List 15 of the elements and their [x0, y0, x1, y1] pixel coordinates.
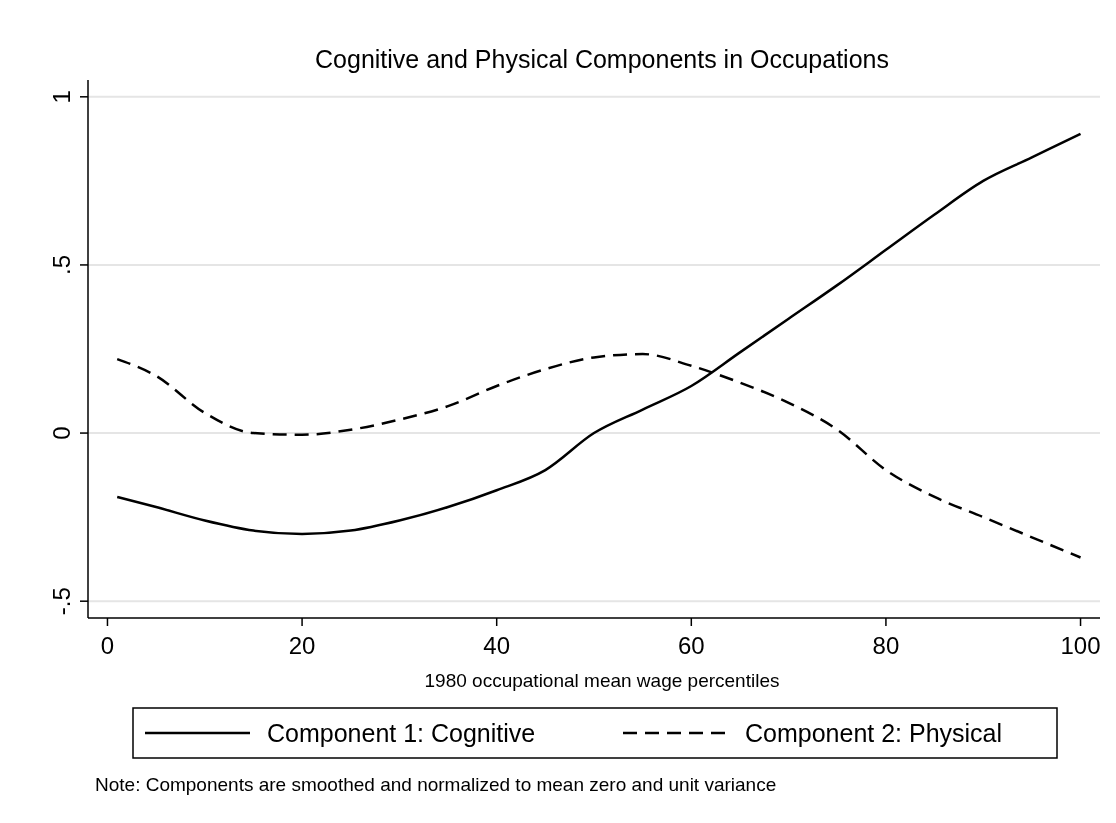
- text: Note: Components are smoothed and normalized to mean zero and unit variance: [95, 774, 777, 795]
- y-tick-label: .5: [48, 254, 75, 275]
- chart-title: Cognitive and Physical Components in Occupations: [315, 45, 889, 73]
- x-tick-label: 20: [288, 632, 316, 659]
- x-tick-label: 80: [872, 632, 900, 659]
- x-tick-label: 40: [483, 632, 511, 659]
- legend-label: Component 1: Cognitive: [267, 719, 536, 747]
- y-tick-label: 0: [48, 426, 75, 440]
- x-tick-label: 60: [677, 632, 705, 659]
- y-tick-label: 1: [48, 90, 75, 104]
- x-tick-label: 100: [1060, 632, 1101, 659]
- x-tick-label: 0: [100, 632, 115, 659]
- legend-label: Component 2: Physical: [745, 719, 1003, 747]
- x-axis-title: 1980 occupational mean wage percentiles: [424, 670, 780, 691]
- y-tick-label: -.5: [48, 587, 75, 616]
